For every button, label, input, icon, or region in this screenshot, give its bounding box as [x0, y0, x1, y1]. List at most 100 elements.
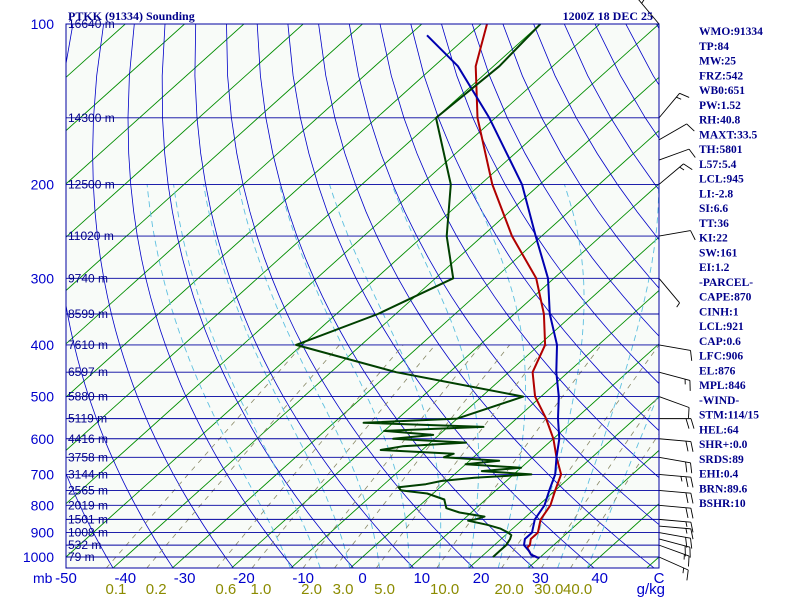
stability-index: PW:1.52 — [699, 100, 741, 112]
dry-adiabat-line — [66, 472, 114, 568]
mixing-ratio-line — [105, 344, 303, 568]
pressure-tick-label: 700 — [31, 466, 55, 482]
mixing-ratio-tick-label: 40.0 — [563, 581, 592, 598]
mixing-ratio-tick-label: 1.0 — [250, 581, 271, 598]
stability-index: -PARCEL- — [699, 277, 753, 289]
stability-index: RH:40.8 — [699, 115, 740, 127]
dry-adiabat-line — [749, 24, 800, 568]
dry-adiabat-line — [318, 24, 655, 568]
wind-barb — [658, 544, 690, 567]
dry-adiabat-line — [471, 24, 659, 337]
stability-index: WMO:91334 — [699, 26, 763, 38]
stability-index: SRDS:89 — [699, 454, 744, 466]
height-label: 4416 m — [68, 432, 108, 446]
moist-adiabat-line — [237, 184, 381, 568]
stability-index: CAPE:870 — [699, 292, 752, 304]
pressure-unit-label: mb — [33, 570, 53, 586]
stability-index: TT:36 — [699, 218, 729, 230]
wind-barb — [658, 278, 680, 308]
temperature-axis-labels: -50 -40 -30 -20 -10 0 10 20 30 40 C — [55, 570, 664, 587]
isotherm-line — [66, 24, 601, 505]
mixing-ratio-line — [436, 344, 602, 568]
height-label: 11020 m — [68, 229, 114, 243]
dry-adiabat-line — [92, 24, 234, 568]
temperature-tick-label: 10 — [413, 570, 430, 587]
height-label: 16640 m — [68, 17, 115, 31]
height-label: 1501 m — [68, 512, 108, 526]
stability-index: EL:876 — [699, 365, 736, 377]
height-label: 79 m — [68, 550, 95, 564]
height-label: 3144 m — [68, 467, 108, 481]
pressure-tick-label: 300 — [31, 270, 55, 286]
plot-frame — [65, 23, 660, 569]
mixing-ratio-line — [570, 433, 659, 568]
dry-adiabat-line — [194, 24, 415, 568]
isotherm-line — [66, 24, 304, 238]
wind-barb — [658, 371, 691, 391]
dry-adiabat-line — [66, 24, 174, 568]
dry-adiabat-line — [379, 24, 659, 479]
parcel-trace — [426, 34, 561, 560]
wind-barb — [658, 556, 689, 581]
temperature-tick-label: -10 — [292, 570, 314, 587]
moist-adiabat-line — [391, 184, 480, 568]
mixing-ratio-axis-labels: 0.1 0.2 0.6 1.0 2.0 3.0 5.0 10.0 20.0 30.0 40.0 — [106, 581, 593, 598]
mixing-ratio-line — [251, 344, 436, 568]
wind-barb — [659, 418, 695, 429]
wind-barb — [638, 0, 660, 25]
height-label: 5119 m — [68, 412, 107, 426]
stability-index: EI:1.2 — [699, 262, 730, 274]
temperature-tick-label: -50 — [55, 570, 77, 587]
mixing-ratio-line — [375, 344, 548, 568]
isotherm-line — [66, 24, 659, 558]
stability-index: EHI:0.4 — [699, 469, 739, 481]
wind-barbs — [638, 0, 696, 581]
temperature-tick-label: 0 — [358, 570, 366, 587]
stability-index: TP:84 — [699, 41, 729, 53]
dry-adiabat-line — [502, 24, 659, 289]
sounding-traces — [295, 24, 563, 560]
stability-index: CINH:1 — [699, 306, 739, 318]
wind-barb — [658, 538, 691, 558]
wind-barb — [658, 123, 695, 141]
stability-index: LCL:921 — [699, 321, 744, 333]
moist-adiabat-line — [469, 184, 526, 568]
wind-barb — [658, 473, 694, 488]
height-labels: 16640 m 14300 m 12500 m 11020 m 9740 m 8599 m… — [68, 17, 115, 564]
wind-barb — [658, 148, 696, 161]
dry-adiabat-line — [226, 24, 475, 568]
stability-index: LI:-2.8 — [699, 188, 733, 200]
mixing-ratio-lines — [105, 344, 659, 568]
mixing-ratio-unit-label: g/kg — [637, 581, 665, 598]
stability-index: -WIND- — [699, 395, 739, 407]
dry-adiabat-line — [410, 24, 659, 432]
isotherm-line — [171, 129, 659, 568]
wind-barb — [658, 532, 693, 549]
stability-indices-panel: WMO:91334 TP:84 MW:25 FRZ:542 WB0:651 PW:1.52… — [699, 26, 763, 510]
moist-adiabat-line — [203, 184, 351, 568]
moist-adiabat-line — [527, 184, 585, 568]
pressure-tick-label: 900 — [31, 525, 55, 541]
temperature-tick-label: 40 — [591, 570, 608, 587]
wind-barb — [658, 518, 694, 533]
mixing-ratio-line — [146, 344, 340, 568]
height-label: 2019 m — [68, 498, 108, 512]
pressure-tick-label: 100 — [31, 16, 55, 32]
wind-barb — [658, 230, 696, 241]
stability-index: SI:6.6 — [699, 203, 728, 215]
height-label: 14300 m — [68, 111, 115, 125]
pressure-tick-label: 800 — [31, 497, 55, 513]
dry-adiabat-line — [348, 24, 659, 526]
wind-barb — [658, 396, 690, 418]
wind-barb — [658, 163, 693, 185]
dry-adiabat-line — [161, 24, 354, 568]
pressure-tick-label: 500 — [31, 389, 55, 405]
pressure-tick-label: 200 — [31, 176, 55, 192]
height-label: 8599 m — [68, 307, 108, 321]
mixing-ratio-tick-label: 0.2 — [146, 581, 167, 598]
stability-index: HEL:64 — [699, 424, 739, 436]
moist-adiabat-line — [557, 184, 659, 568]
stability-index: SHR+:0.0 — [699, 439, 748, 451]
moist-adiabat-line — [329, 184, 442, 568]
